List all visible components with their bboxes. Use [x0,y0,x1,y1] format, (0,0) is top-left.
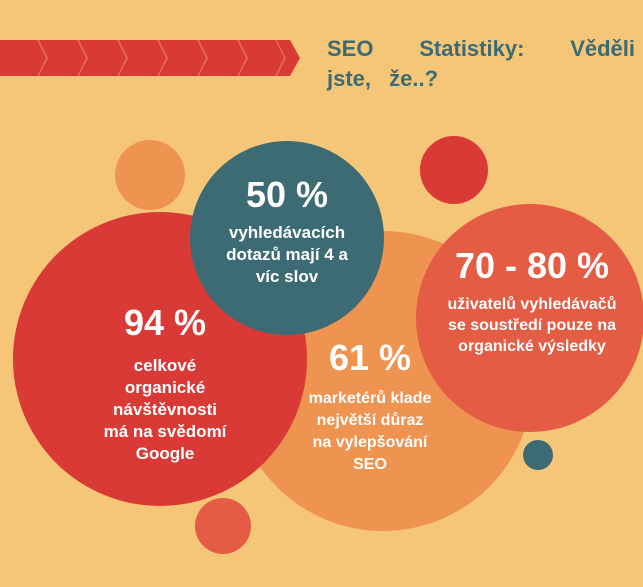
stat-61-value: 61 % [328,337,412,378]
decorative-circle-red [420,136,488,204]
page-title: SEO Statistiky: Věděli jste, že..? [327,36,635,91]
stat-50-text: 50 % vyhledávacích dotazů mají 4 a víc s… [214,177,360,288]
stat-circle-70-80 [416,204,643,432]
stat-94-text: 94 % celkové organické návštěvnosti má n… [65,305,265,465]
stat-70-80-value: 70 - 80 % [454,245,610,286]
stat-94-description: celkové organické návštěvnosti má na svě… [103,356,227,463]
stat-50-value: 50 % [245,174,329,215]
stat-circle-50 [190,141,384,335]
stat-70-80-description: uživatelů vyhledávačů se soustředí pouze… [447,296,617,355]
header-banner [0,40,300,76]
stat-50-description: vyhledávacích dotazů mají 4 a víc slov [226,223,348,286]
decorative-circle-coral [195,498,251,554]
decorative-circle-orange [115,140,185,210]
decorative-circle-teal [523,440,553,470]
stat-61-text: 61 % marketérů klade největší důraz na v… [300,340,440,476]
stat-61-description: marketérů klade největší důraz na vylepš… [308,390,432,473]
stat-94-value: 94 % [123,302,207,343]
stat-70-80-text: 70 - 80 % uživatelů vyhledávačů se soust… [432,248,632,357]
